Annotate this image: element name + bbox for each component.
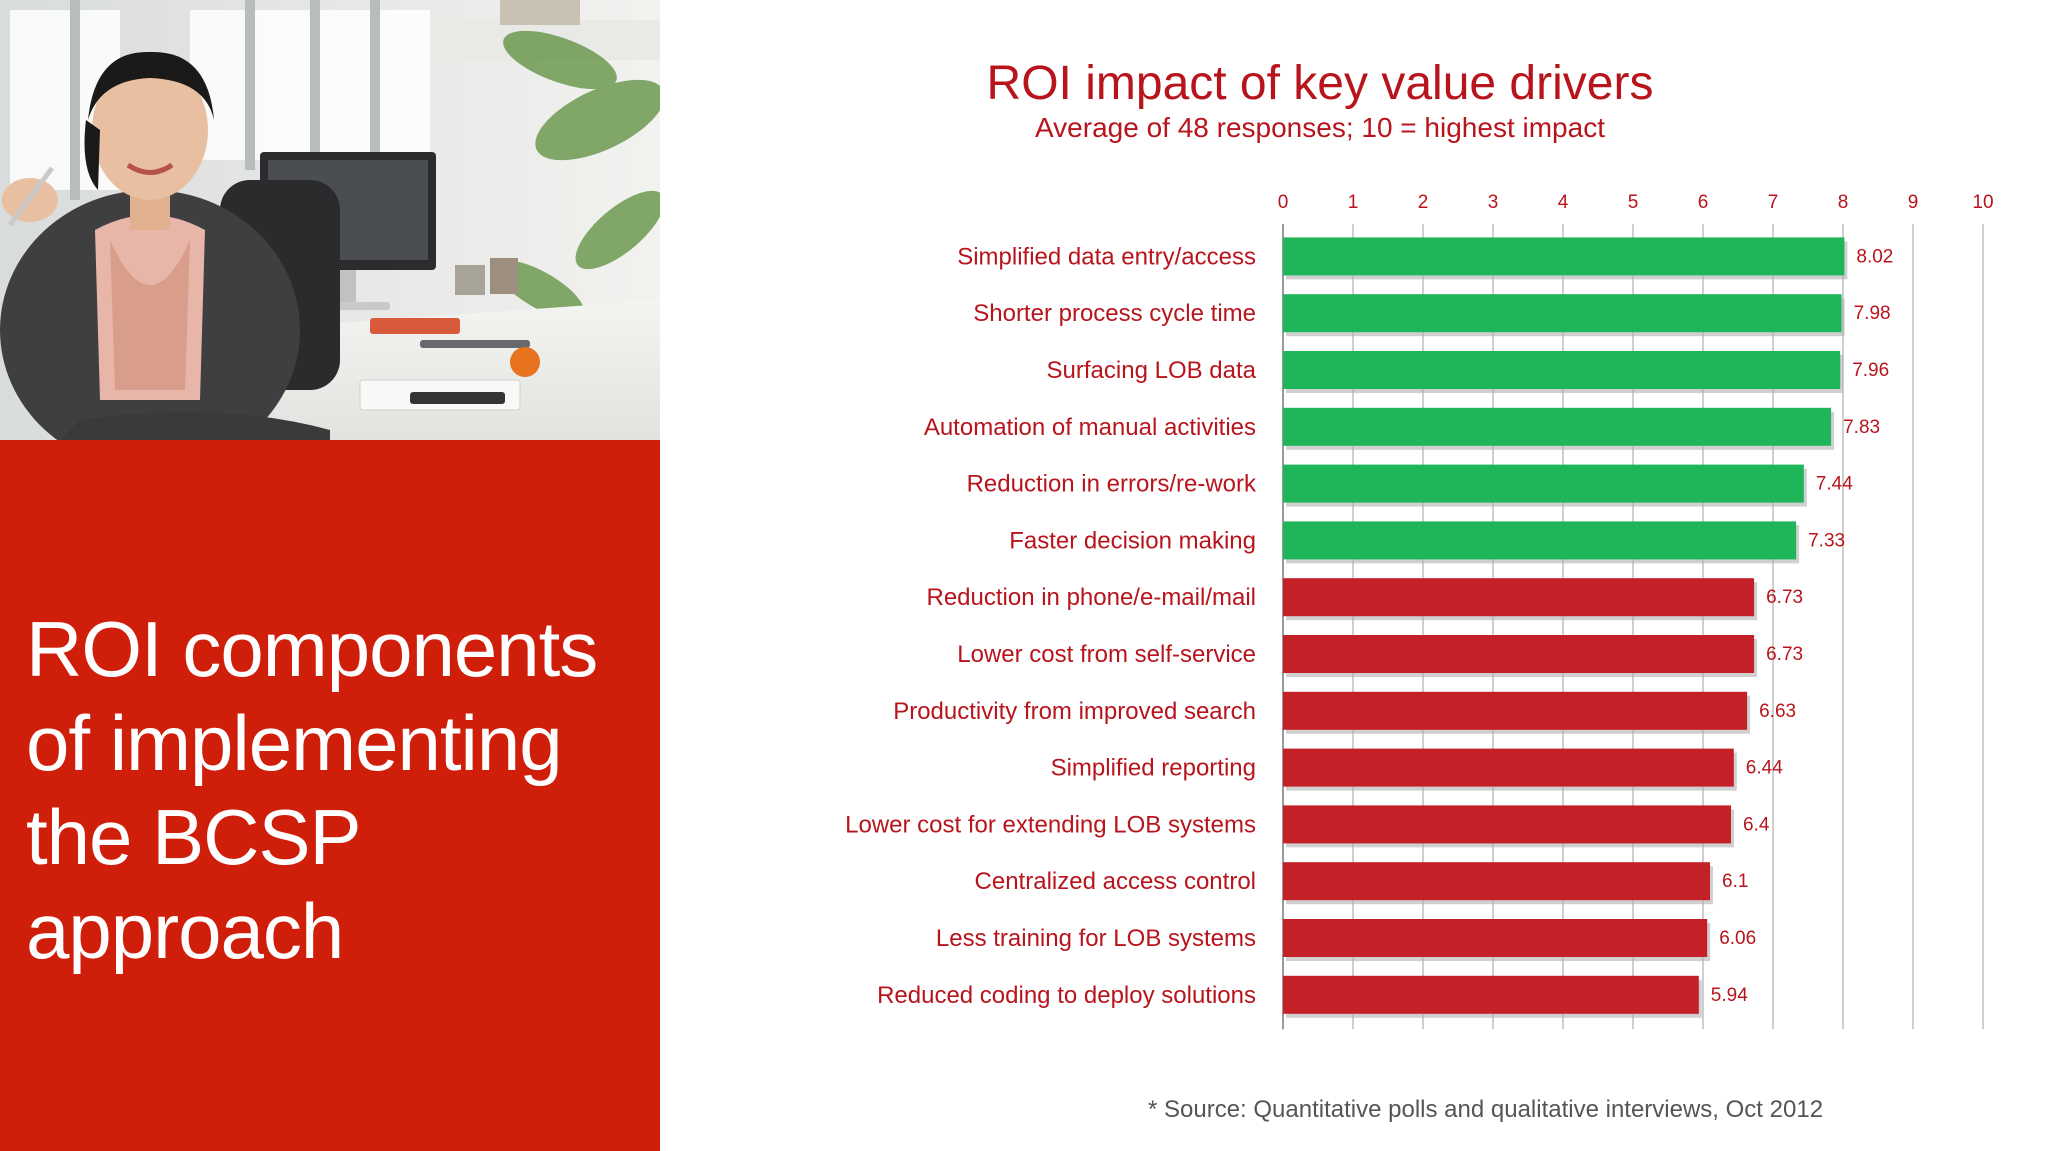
x-tick-label: 5: [1628, 192, 1639, 213]
x-tick-label: 6: [1698, 192, 1709, 213]
data-label: 6.4: [1743, 814, 1770, 835]
x-tick-label: 4: [1558, 192, 1569, 213]
category-label: Simplified data entry/access: [957, 243, 1256, 270]
bar: [1283, 805, 1731, 844]
bar: [1283, 635, 1755, 673]
x-tick-label: 10: [1972, 192, 1993, 213]
source-footnote: * Source: Quantitative polls and qualita…: [1148, 1096, 1824, 1123]
data-label: 7.33: [1808, 530, 1845, 551]
x-tick-label: 7: [1768, 192, 1779, 213]
office-photo: [0, 0, 660, 440]
category-label: Faster decision making: [1009, 527, 1256, 554]
value-labels: 8.02 7.98 7.96 7.83 7.44 7.33 6.73 6.73 6.63 6.44…: [1711, 246, 1894, 1005]
bar: [1283, 351, 1841, 389]
chart-title: ROI impact of key value drivers: [986, 57, 1654, 110]
bar: [1283, 975, 1699, 1014]
category-label: Lower cost from self-service: [957, 641, 1256, 668]
bar: [1283, 691, 1748, 730]
chart-subtitle: Average of 48 responses; 10 = highest im…: [1035, 112, 1605, 143]
category-label: Lower cost for extending LOB systems: [845, 811, 1256, 838]
bar: [1283, 407, 1832, 446]
bar: [1283, 237, 1845, 276]
x-tick-label: 8: [1838, 192, 1849, 213]
x-tick-label: 2: [1418, 192, 1429, 213]
slide-title: ROI components of implementing the BCSP …: [26, 605, 598, 975]
category-label: Centralized access control: [975, 868, 1256, 895]
data-label: 7.83: [1843, 417, 1880, 438]
data-label: 7.96: [1852, 360, 1889, 381]
x-tick-label: 9: [1908, 192, 1919, 213]
category-label: Automation of manual activities: [924, 414, 1256, 441]
bar: [1283, 578, 1755, 617]
bar: [1283, 521, 1797, 560]
data-label: 6.73: [1766, 644, 1803, 665]
chart-gridlines: [1282, 224, 1984, 1030]
bar: [1283, 464, 1804, 503]
category-label: Reduction in phone/e-mail/mail: [926, 584, 1256, 611]
data-label: 6.06: [1719, 928, 1756, 949]
category-label: Simplified reporting: [1051, 755, 1256, 782]
category-label: Less training for LOB systems: [936, 925, 1256, 952]
data-label: 8.02: [1856, 246, 1893, 267]
data-label: 6.63: [1759, 701, 1796, 722]
category-label: Reduced coding to deploy solutions: [877, 982, 1256, 1009]
bar: [1283, 862, 1710, 901]
category-label: Surfacing LOB data: [1047, 357, 1257, 384]
x-tick-label: 0: [1278, 192, 1289, 213]
data-label: 5.94: [1711, 985, 1748, 1006]
data-label: 6.44: [1746, 758, 1783, 779]
bar: [1283, 919, 1708, 957]
x-tick-label: 1: [1348, 192, 1359, 213]
category-label: Productivity from improved search: [893, 698, 1256, 725]
data-label: 7.44: [1816, 474, 1853, 495]
x-axis-ticks: 0 1 2 3 4 5 6 7 8 9 10: [1278, 192, 1994, 213]
category-label: Shorter process cycle time: [973, 300, 1256, 327]
data-label: 6.73: [1766, 587, 1803, 608]
bar: [1283, 748, 1734, 787]
red-title-panel: ROI components of implementing the BCSP …: [0, 440, 660, 1151]
data-label: 6.1: [1722, 871, 1748, 892]
x-tick-label: 3: [1488, 192, 1499, 213]
bar: [1283, 294, 1842, 333]
office-photo-illustration: [0, 0, 660, 440]
data-label: 7.98: [1854, 303, 1891, 324]
category-labels: Simplified data entry/access Shorter proc…: [845, 243, 1257, 1008]
category-label: Reduction in errors/re-work: [967, 471, 1257, 498]
chart-bars: [1283, 237, 1848, 1018]
